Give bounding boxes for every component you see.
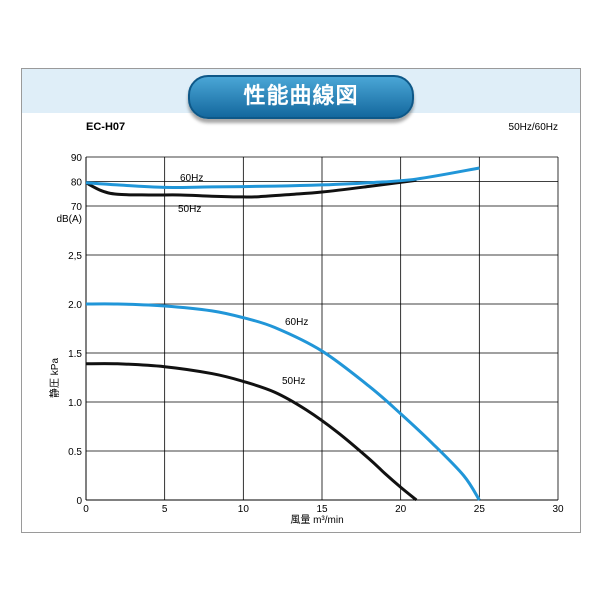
x-tick-label: 15 <box>316 504 328 515</box>
pressure-line-50hz <box>85 362 418 502</box>
pressure-line-60hz <box>85 302 481 501</box>
y-tick-label-top: 90 <box>71 153 83 164</box>
x-tick-label: 10 <box>238 504 250 515</box>
series-label-noise-50hz: 50Hz <box>178 204 201 215</box>
y-tick-label-bottom: 0.5 <box>68 447 82 458</box>
series-label-pressure-50hz: 50Hz <box>282 376 305 387</box>
y-axis-label-bottom: 静圧 kPa <box>48 358 61 398</box>
x-tick-label: 25 <box>474 504 486 515</box>
x-tick-label: 5 <box>162 504 168 515</box>
y-tick-label-bottom: 1.5 <box>68 349 82 360</box>
y-tick-label-top: 80 <box>71 178 83 189</box>
model-label: EC-H07 <box>86 121 125 133</box>
y-tick-label-bottom: 2,5 <box>68 251 82 262</box>
y-tick-label-bottom: 2.0 <box>68 300 82 311</box>
noise-line-60hz <box>85 166 480 189</box>
chart-frame: 性能曲線図 <box>21 68 581 533</box>
x-tick-label: 30 <box>552 504 564 515</box>
x-axis-label: 風量 m³/min <box>290 514 343 526</box>
y-tick-label-top: 70 <box>71 202 83 213</box>
noise-line-50hz <box>85 178 417 199</box>
series-label-noise-60hz: 60Hz <box>180 173 203 184</box>
y-tick-label-bottom: 1.0 <box>68 398 82 409</box>
frequency-label: 50Hz/60Hz <box>509 122 558 133</box>
title-badge: 性能曲線図 <box>188 75 414 119</box>
series-label-pressure-60hz: 60Hz <box>285 317 308 328</box>
chart-title: 性能曲線図 <box>243 84 359 109</box>
y-axis-label-top: dB(A) <box>56 214 82 225</box>
y-tick-label-bottom: 0 <box>76 496 82 507</box>
x-tick-label: 0 <box>83 504 89 515</box>
x-tick-label: 20 <box>395 504 407 515</box>
